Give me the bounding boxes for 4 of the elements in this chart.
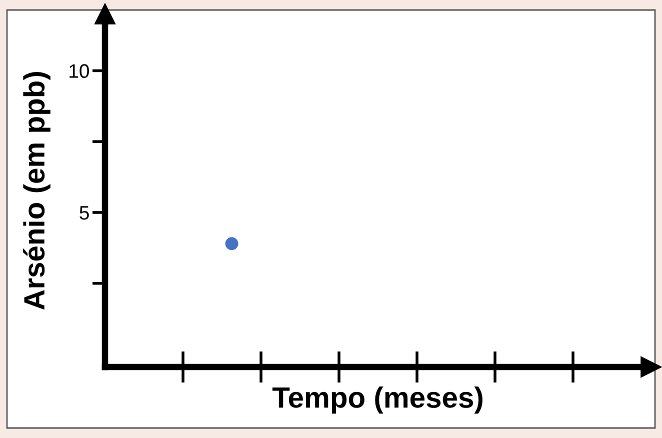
y-tick-label: 10 — [70, 64, 89, 78]
y-axis-title: Arsénio (em ppb) — [22, 72, 50, 310]
y-tick-label: 5 — [80, 206, 89, 220]
x-axis-title: Tempo (meses) — [272, 386, 482, 414]
